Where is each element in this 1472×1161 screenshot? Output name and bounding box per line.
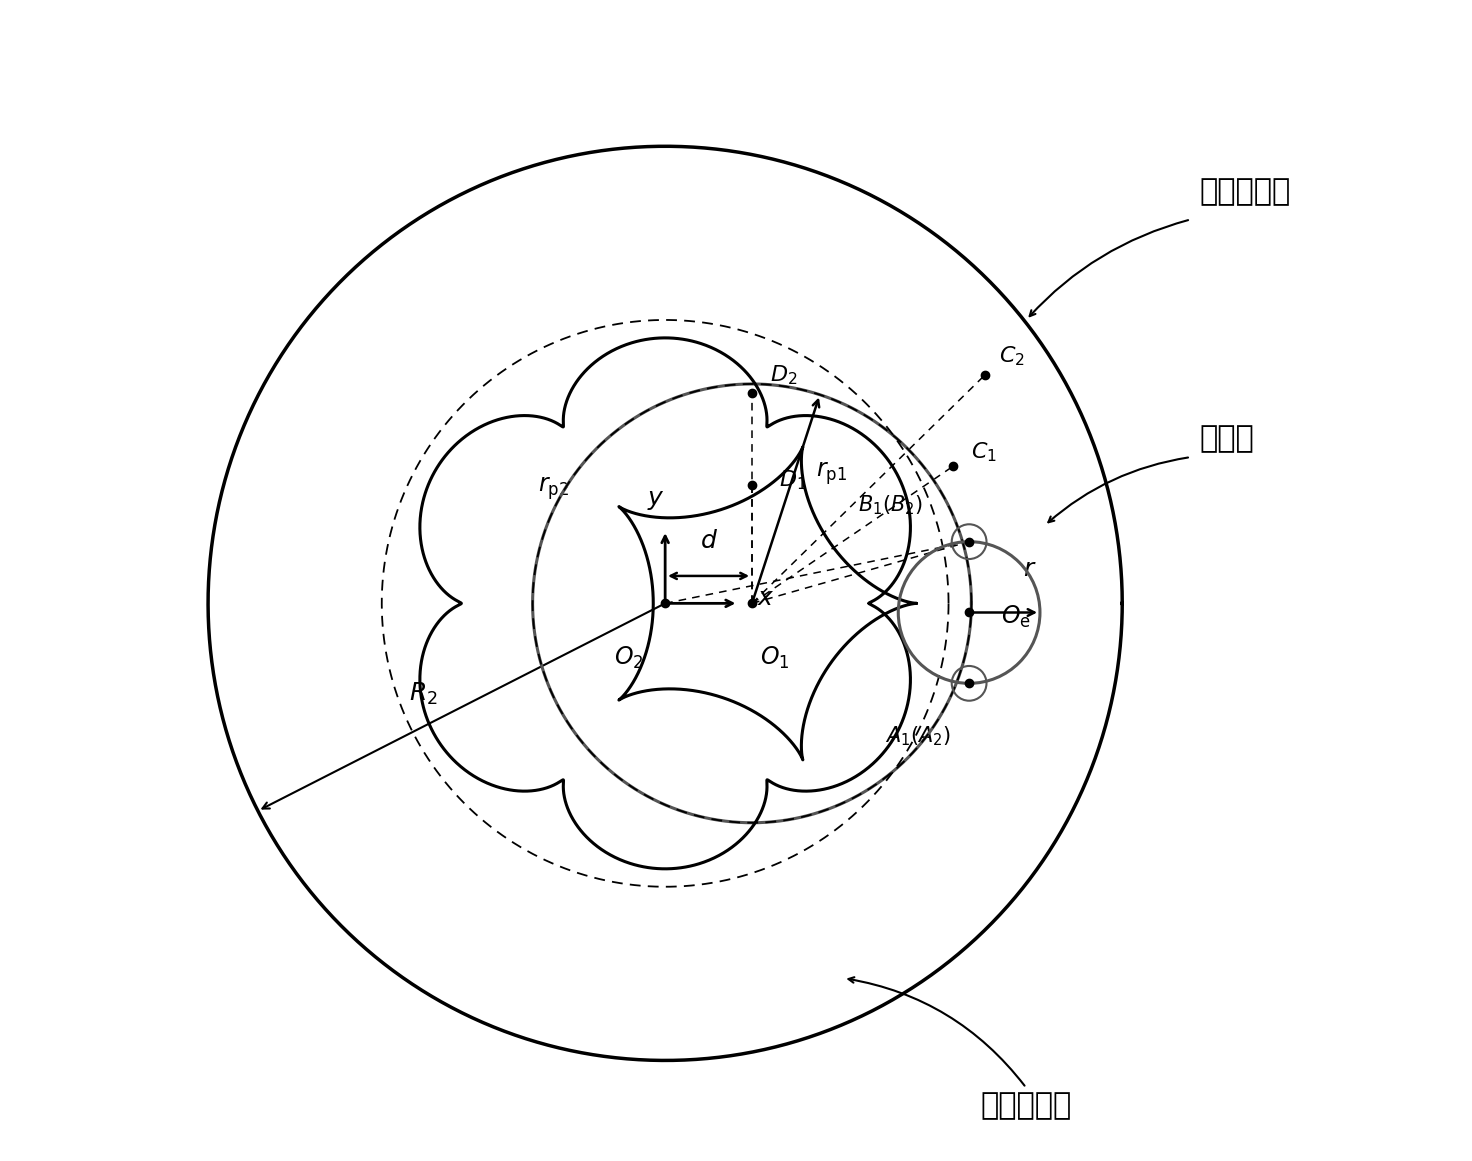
Text: $B_1(B_2)$: $B_1(B_2)$ [858, 493, 923, 517]
Text: $O_2$: $O_2$ [614, 644, 643, 671]
Text: $y$: $y$ [648, 489, 665, 512]
Text: $D_2$: $D_2$ [770, 363, 798, 387]
Text: $R_2$: $R_2$ [409, 680, 437, 707]
Text: $d$: $d$ [699, 531, 717, 553]
Text: $D_1$: $D_1$ [779, 468, 807, 492]
Text: 生成圆: 生成圆 [1200, 424, 1254, 453]
Text: $O_1$: $O_1$ [760, 644, 789, 671]
Text: $x$: $x$ [757, 587, 774, 611]
Text: $r$: $r$ [1023, 557, 1036, 580]
Text: $A_1(A_2)$: $A_1(A_2)$ [885, 724, 951, 748]
Text: 外转子型线: 外转子型线 [1200, 178, 1291, 207]
Text: $C_1$: $C_1$ [972, 441, 998, 464]
Text: $C_2$: $C_2$ [999, 345, 1025, 368]
Text: 内转子型线: 内转子型线 [980, 1091, 1072, 1120]
Text: $O_{\rm e}$: $O_{\rm e}$ [1001, 604, 1030, 630]
Text: $r_{\rm p2}$: $r_{\rm p2}$ [539, 476, 570, 503]
Text: $r_{\rm p1}$: $r_{\rm p1}$ [815, 460, 846, 486]
